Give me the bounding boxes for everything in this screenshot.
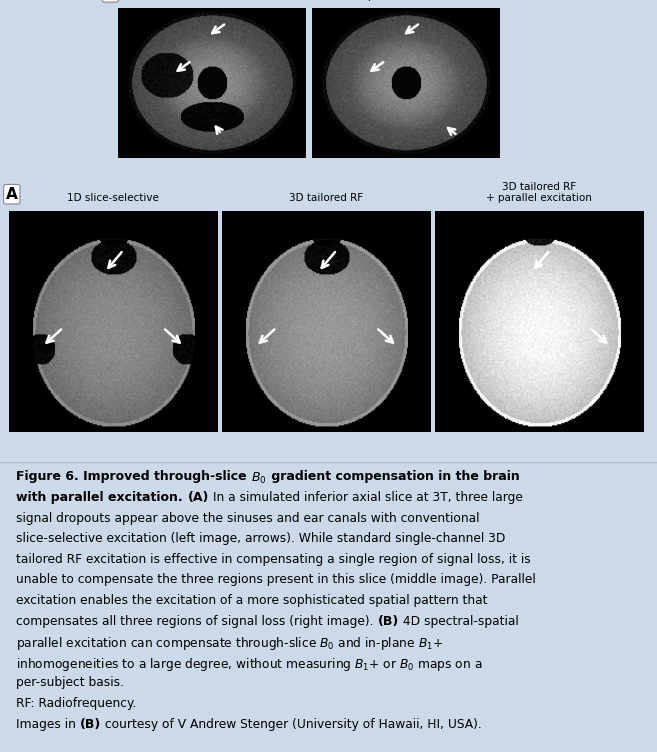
Text: gradient compensation in the brain: gradient compensation in the brain bbox=[267, 471, 520, 484]
Text: $B_0$: $B_0$ bbox=[252, 471, 267, 486]
Text: parallel excitation can compensate through-slice $B_0$ and in-plane $B_1$+: parallel excitation can compensate throu… bbox=[16, 635, 443, 652]
Text: 3D tailored RF
+ parallel excitation: 3D tailored RF + parallel excitation bbox=[486, 182, 592, 204]
Text: 4D spectral-spatial: 4D spectral-spatial bbox=[399, 614, 519, 628]
Text: (A): (A) bbox=[187, 491, 209, 504]
Text: per-subject basis.: per-subject basis. bbox=[16, 676, 124, 690]
Text: excitation enables the excitation of a more sophisticated spatial pattern that: excitation enables the excitation of a m… bbox=[16, 594, 488, 607]
Text: compensates all three regions of signal loss (right image).: compensates all three regions of signal … bbox=[16, 614, 378, 628]
Text: with parallel excitation.: with parallel excitation. bbox=[16, 491, 187, 504]
Text: A: A bbox=[6, 186, 18, 202]
Text: signal dropouts appear above the sinuses and ear canals with conventional: signal dropouts appear above the sinuses… bbox=[16, 511, 480, 525]
Text: (B): (B) bbox=[378, 614, 399, 628]
Text: 1D slice-selective: 1D slice-selective bbox=[166, 0, 258, 1]
Text: Figure 6. Improved through-slice: Figure 6. Improved through-slice bbox=[16, 471, 252, 484]
Text: 4D parallel excitation: 4D parallel excitation bbox=[350, 0, 462, 1]
Text: RF: Radiofrequency.: RF: Radiofrequency. bbox=[16, 697, 137, 710]
Text: In a simulated inferior axial slice at 3T, three large: In a simulated inferior axial slice at 3… bbox=[209, 491, 523, 504]
Text: 1D slice-selective: 1D slice-selective bbox=[66, 193, 158, 204]
Text: inhomogeneities to a large degree, without measuring $B_1$+ or $B_0$ maps on a: inhomogeneities to a large degree, witho… bbox=[16, 656, 483, 673]
Text: unable to compensate the three regions present in this slice (middle image). Par: unable to compensate the three regions p… bbox=[16, 573, 536, 587]
Text: (B): (B) bbox=[80, 717, 101, 730]
Text: Images in: Images in bbox=[16, 717, 80, 730]
Text: courtesy of V Andrew Stenger (University of Hawaii, HI, USA).: courtesy of V Andrew Stenger (University… bbox=[101, 717, 482, 730]
Text: slice-selective excitation (left image, arrows). While standard single-channel 3: slice-selective excitation (left image, … bbox=[16, 532, 506, 545]
Text: 3D tailored RF: 3D tailored RF bbox=[289, 193, 363, 204]
Text: tailored RF excitation is effective in compensating a single region of signal lo: tailored RF excitation is effective in c… bbox=[16, 553, 531, 566]
